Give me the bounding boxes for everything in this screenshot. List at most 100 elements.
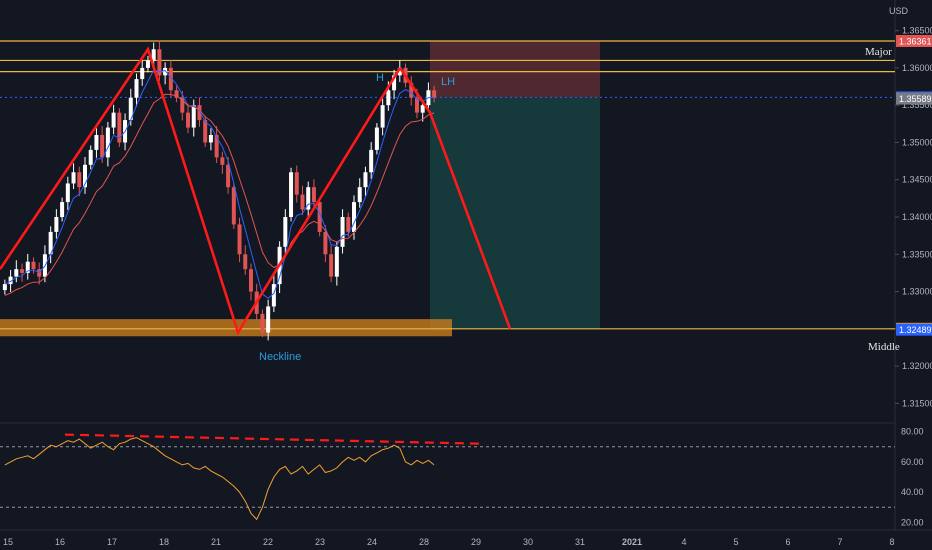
candle-body — [82, 164, 87, 188]
candle-body — [311, 187, 316, 203]
candle-body — [186, 112, 191, 128]
time-tick-label: 22 — [263, 537, 273, 547]
candle-body — [151, 49, 156, 61]
price-tick-label: 1.36500 — [902, 26, 932, 36]
candle-body — [134, 79, 139, 98]
price-badge — [896, 92, 932, 105]
rsi-pane — [0, 433, 895, 521]
price-tick-label: 1.35500 — [902, 100, 932, 110]
price-tick-label: 1.32000 — [902, 361, 932, 371]
candle-body — [31, 261, 36, 270]
candle-body — [306, 187, 311, 210]
candle-body — [346, 217, 351, 232]
rsi-tick-label: 40.00 — [901, 487, 924, 497]
candle-body — [20, 269, 25, 273]
rsi-tick-label: 80.00 — [901, 427, 924, 437]
rsi-divergence-line — [64, 433, 481, 445]
trade-zones — [0, 40, 600, 337]
candle-body — [54, 217, 59, 232]
grid — [0, 0, 932, 531]
candle-body — [397, 67, 402, 76]
projected-breakdown-line — [398, 67, 512, 330]
candle-body — [237, 224, 242, 255]
candle-body — [374, 127, 379, 150]
candle-body — [300, 194, 305, 210]
candle-body — [117, 112, 122, 143]
candle-body — [100, 135, 105, 158]
time-tick-label: 5 — [733, 537, 738, 547]
candle-body — [271, 284, 276, 307]
candle-body — [128, 97, 133, 121]
candle-body — [220, 157, 225, 165]
price-badge — [896, 34, 932, 47]
candle-body — [289, 172, 294, 217]
candle-body — [340, 217, 345, 247]
ema-fast-line — [4, 69, 435, 299]
candle-body — [65, 183, 70, 203]
candle-body — [317, 202, 322, 232]
time-tick-label: 2021 — [622, 537, 642, 547]
candle-body — [226, 164, 231, 188]
candle-body — [180, 97, 185, 113]
rsi-tick-label: 60.00 — [901, 457, 924, 467]
neckline-label: Neckline — [259, 351, 301, 363]
time-tick-label: 18 — [159, 537, 169, 547]
candle-body — [157, 49, 162, 76]
candle-body — [294, 172, 299, 195]
time-axis[interactable]: 15 16 17 18 21 22 23 24 28 29 30 31 2021 4 5 6 7 8 — [3, 537, 895, 547]
candle-body — [243, 254, 248, 270]
price-badge — [896, 323, 932, 336]
candle-body — [260, 313, 265, 333]
candle-body — [88, 149, 93, 165]
ema-slow-line — [4, 93, 435, 296]
candle-body — [94, 135, 99, 150]
candle-body — [111, 112, 116, 128]
time-tick-label: 17 — [107, 537, 117, 547]
candle-body — [380, 105, 385, 128]
price-tick-label: 1.34500 — [902, 175, 932, 185]
candle-body — [329, 254, 334, 277]
candle-body — [8, 276, 13, 285]
stop-loss-zone — [430, 40, 600, 98]
candle-body — [2, 284, 7, 291]
time-tick-label: 6 — [785, 537, 790, 547]
take-profit-zone — [430, 97, 600, 329]
candle-body — [60, 202, 65, 217]
lower-high-label: LH — [441, 76, 455, 88]
head-label: H — [376, 72, 384, 84]
time-tick-label: 7 — [837, 537, 842, 547]
candle-body — [248, 269, 253, 292]
currency-label: USD — [889, 6, 909, 16]
rsi-tick-label: 20.00 — [901, 517, 924, 527]
candle-body — [77, 172, 82, 188]
pattern-lines — [0, 46, 512, 336]
candle-body — [369, 149, 374, 173]
time-tick-label: 16 — [55, 537, 65, 547]
candle-body — [140, 67, 145, 80]
price-tick-label: 1.33500 — [902, 249, 932, 259]
candle-body — [203, 120, 208, 143]
price-badge-label: 1.35589 — [899, 94, 932, 104]
candle-body — [386, 90, 391, 106]
rsi-line — [4, 437, 435, 521]
middle-label: Middle — [868, 341, 900, 353]
candle-body — [392, 75, 397, 91]
price-axis[interactable]: 1.36500 1.36000 1.35500 1.35000 1.34500 1.340… — [895, 26, 932, 528]
candle-body — [414, 97, 419, 113]
candle-body — [323, 231, 328, 255]
candle-body — [174, 90, 179, 98]
time-tick-label: 24 — [367, 537, 377, 547]
time-tick-label: 31 — [575, 537, 585, 547]
pattern-zigzag-line — [0, 46, 402, 336]
time-tick-label: 23 — [315, 537, 325, 547]
time-tick-label: 15 — [3, 537, 13, 547]
candle-body — [208, 135, 213, 143]
candle-body — [352, 202, 357, 232]
price-badge-label: 1.32489 — [899, 325, 932, 335]
price-tick-label: 1.36000 — [902, 63, 932, 73]
candle-body — [409, 82, 414, 98]
time-tick-label: 21 — [211, 537, 221, 547]
neckline-support-zone — [0, 319, 452, 337]
moving-averages — [4, 69, 435, 299]
